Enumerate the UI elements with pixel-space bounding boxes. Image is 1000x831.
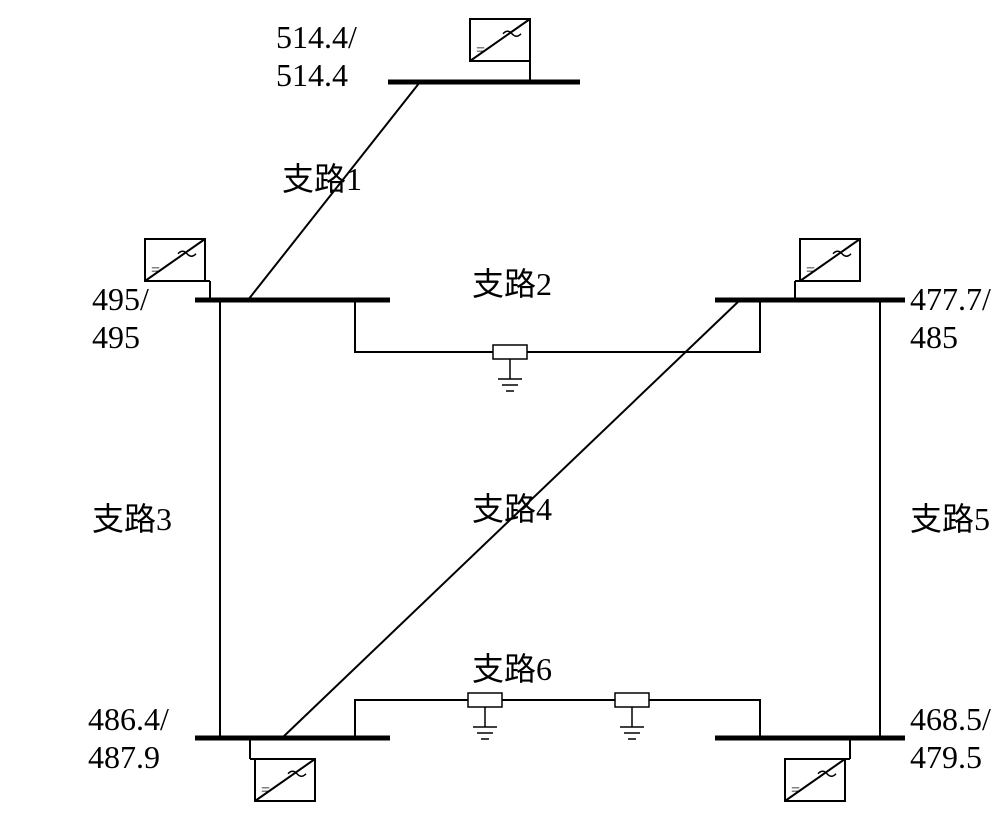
branch-label: 支路6 (472, 651, 552, 687)
node-voltage-label: 477.7/ (910, 281, 991, 317)
converter-dc-label: = (261, 782, 270, 799)
branch-label: 支路4 (472, 491, 552, 527)
ground-resistor (493, 345, 527, 359)
ground-resistor (468, 693, 502, 707)
branch-label: 支路3 (92, 501, 172, 537)
converter-dc-label: = (791, 782, 800, 799)
node-voltage-label: 486.4/ (88, 701, 169, 737)
converter-dc-label: = (806, 262, 815, 279)
converter-dc-label: = (151, 262, 160, 279)
branch-label: 支路5 (910, 501, 990, 537)
node-voltage-label: 479.5 (910, 739, 982, 775)
node-voltage-label: 495/ (92, 281, 149, 317)
branch-label: 支路2 (472, 266, 552, 302)
converter-dc-label: = (476, 42, 485, 59)
branch-label: 支路1 (282, 161, 362, 197)
node-voltage-label: 495 (92, 319, 140, 355)
node-voltage-label: 514.4 (276, 57, 348, 93)
node-voltage-label: 514.4/ (276, 19, 357, 55)
node-voltage-label: 487.9 (88, 739, 160, 775)
node-voltage-label: 468.5/ (910, 701, 991, 737)
ground-resistor (615, 693, 649, 707)
node-voltage-label: 485 (910, 319, 958, 355)
